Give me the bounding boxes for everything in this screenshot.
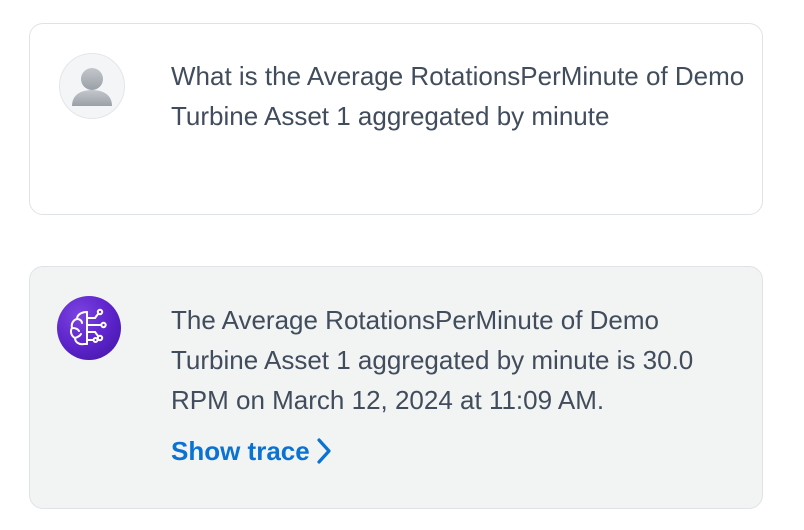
assistant-message-text: The Average RotationsPerMinute of Demo T… <box>171 305 694 415</box>
user-silhouette-icon <box>72 68 112 106</box>
user-message-text: What is the Average RotationsPerMinute o… <box>171 61 745 131</box>
chevron-right-icon <box>317 438 331 464</box>
assistant-avatar <box>57 296 121 360</box>
show-trace-label: Show trace <box>171 436 310 466</box>
ai-brain-circuit-icon <box>70 308 107 346</box>
user-message-card: What is the Average RotationsPerMinute o… <box>29 23 763 215</box>
user-avatar <box>59 53 125 119</box>
show-trace-link[interactable]: Show trace <box>171 433 332 469</box>
assistant-message-card: The Average RotationsPerMinute of Demo T… <box>29 266 763 509</box>
